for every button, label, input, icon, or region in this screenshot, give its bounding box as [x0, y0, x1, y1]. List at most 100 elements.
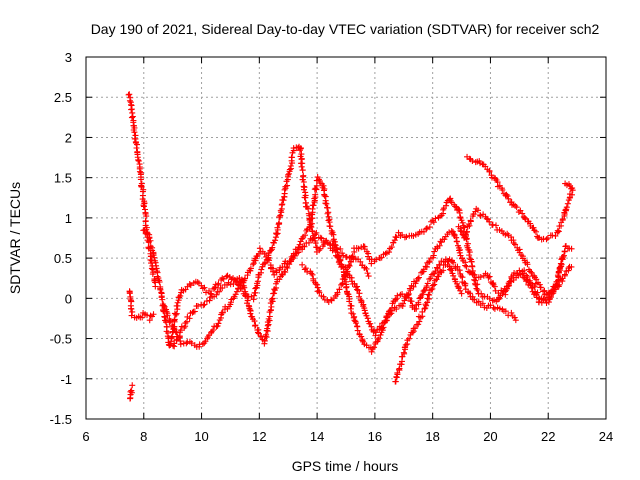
data-point — [256, 245, 263, 252]
data-point — [309, 228, 316, 235]
data-point — [486, 218, 493, 225]
data-point — [283, 263, 290, 270]
series-satellite-arc-8 — [392, 258, 465, 385]
data-point — [358, 333, 365, 340]
data-point — [511, 314, 518, 321]
data-point — [520, 274, 527, 281]
x-tick-label: 10 — [194, 429, 208, 444]
data-point — [368, 348, 375, 355]
data-point — [327, 223, 334, 230]
data-point — [492, 222, 499, 229]
data-point — [286, 166, 293, 173]
data-point — [364, 315, 371, 322]
data-point — [461, 280, 468, 287]
data-point — [466, 249, 473, 256]
data-point — [528, 269, 535, 276]
data-point — [399, 231, 406, 238]
data-point — [347, 258, 354, 265]
data-point — [402, 341, 409, 348]
y-tick-label: -1 — [60, 372, 72, 387]
data-point — [424, 280, 431, 287]
data-point — [367, 320, 374, 327]
data-point — [137, 176, 144, 183]
data-point — [396, 365, 403, 372]
series-satellite-arc-1 — [125, 91, 159, 290]
data-point — [177, 327, 184, 334]
series-satellite-arc-10 — [464, 153, 576, 243]
data-point — [268, 303, 275, 310]
data-point — [432, 215, 439, 222]
data-point — [462, 234, 469, 241]
data-point — [215, 280, 222, 287]
data-point — [239, 276, 246, 283]
data-point — [343, 254, 350, 261]
data-point — [346, 262, 353, 269]
data-point — [504, 193, 511, 200]
data-point — [403, 233, 410, 240]
data-point — [128, 312, 135, 319]
data-point — [568, 191, 575, 198]
data-point — [191, 308, 198, 315]
data-point — [326, 240, 333, 247]
data-point — [415, 321, 422, 328]
data-point — [276, 219, 283, 226]
data-point — [280, 197, 287, 204]
series-satellite-arc-4 — [140, 143, 372, 349]
data-point — [317, 245, 324, 252]
data-point — [312, 191, 319, 198]
data-point — [216, 288, 223, 295]
data-point — [247, 310, 254, 317]
data-point — [378, 254, 385, 261]
data-point — [127, 388, 134, 395]
data-point — [126, 290, 133, 297]
data-point — [279, 272, 286, 279]
data-point — [478, 290, 485, 297]
data-point — [450, 259, 457, 266]
data-point — [139, 314, 146, 321]
data-point — [159, 296, 166, 303]
data-point — [542, 297, 549, 304]
data-point — [302, 265, 309, 272]
data-point — [368, 260, 375, 267]
data-point — [441, 236, 448, 243]
data-point — [371, 344, 378, 351]
data-point — [350, 310, 357, 317]
data-point — [530, 224, 537, 231]
data-point — [333, 246, 340, 253]
data-point — [523, 276, 530, 283]
data-point — [415, 274, 422, 281]
data-point — [392, 233, 399, 240]
data-point — [431, 248, 438, 255]
data-point — [537, 284, 544, 291]
data-point — [232, 279, 239, 286]
data-point — [568, 245, 575, 252]
data-point — [365, 253, 372, 260]
data-point — [416, 295, 423, 302]
data-point — [313, 229, 320, 236]
data-point — [487, 302, 494, 309]
data-point — [147, 256, 154, 263]
data-point — [486, 273, 493, 280]
data-point — [555, 268, 562, 275]
data-point — [203, 289, 210, 296]
data-point — [263, 331, 270, 338]
data-point — [167, 341, 174, 348]
data-point — [149, 271, 156, 278]
data-point — [429, 285, 436, 292]
data-point — [320, 293, 327, 300]
data-point — [483, 215, 490, 222]
data-point — [349, 253, 356, 260]
data-point — [412, 325, 419, 332]
data-point — [360, 301, 367, 308]
data-point — [188, 340, 195, 347]
data-point — [466, 252, 473, 259]
data-point — [129, 308, 136, 315]
data-point — [171, 326, 178, 333]
data-point — [254, 329, 261, 336]
data-point — [568, 263, 575, 270]
data-point — [316, 289, 323, 296]
data-point — [436, 242, 443, 249]
data-point — [475, 298, 482, 305]
data-point — [323, 200, 330, 207]
data-point — [508, 309, 515, 316]
